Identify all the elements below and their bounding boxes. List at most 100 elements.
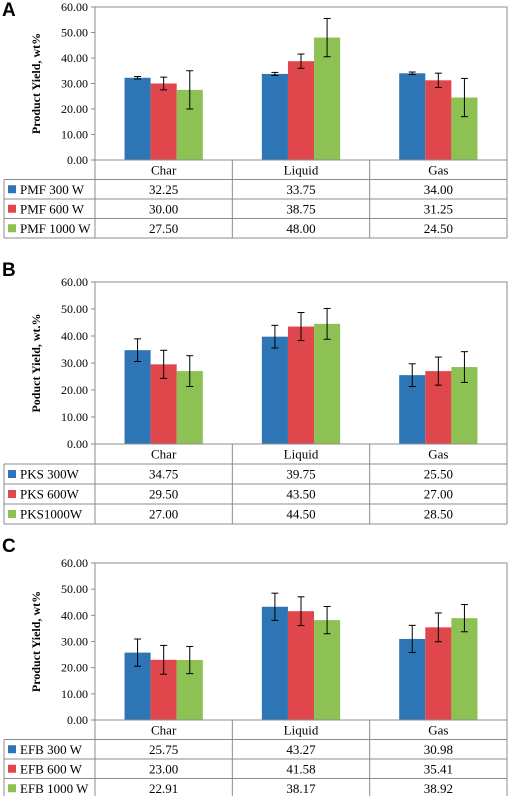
chart-panel-c: C 0.00 10.00 20.00 30.00 40.00 50.00 60.00 Prod…	[0, 536, 512, 799]
y-tick-label: 30.00	[61, 635, 88, 649]
y-axis-label: Product Yield, wt%	[29, 591, 43, 692]
y-tick-label: 40.00	[61, 608, 88, 622]
category-label: Gas	[428, 447, 448, 462]
category-label: Gas	[428, 162, 448, 177]
legend-swatch	[8, 470, 16, 478]
bar	[314, 323, 341, 444]
y-tick-label: 50.00	[61, 582, 88, 596]
bar	[314, 620, 341, 720]
legend-swatch	[8, 745, 16, 754]
legend-swatch	[8, 185, 16, 194]
bar	[261, 606, 288, 720]
data-label: 38.75	[286, 201, 315, 216]
bar	[425, 627, 452, 720]
category-label: Gas	[428, 722, 448, 737]
data-label: 32.25	[149, 182, 178, 197]
data-label: 28.50	[424, 507, 453, 522]
data-label: 48.00	[286, 221, 315, 236]
legend-entry: EFB 300 W	[20, 742, 83, 757]
legend-swatch	[8, 224, 16, 233]
bar	[124, 77, 151, 160]
data-label: 30.00	[149, 201, 178, 216]
y-tick-label: 0.00	[67, 153, 88, 167]
category-label: Char	[151, 162, 177, 177]
data-label: 35.41	[424, 761, 453, 776]
legend-swatch	[8, 204, 16, 213]
chart-panel-b: B 0.00 10.00 20.00 30.00 40.00 50.00 60.00 Podu…	[0, 260, 512, 530]
y-tick-label: 60.00	[61, 0, 88, 14]
y-tick-label: 50.00	[61, 26, 88, 40]
legend-entry: PMF 300 W	[20, 182, 85, 197]
y-tick-label: 10.00	[61, 128, 88, 142]
bar	[287, 61, 315, 160]
panel-label: B	[2, 260, 16, 281]
data-label: 43.50	[286, 487, 315, 502]
y-tick-label: 10.00	[61, 410, 88, 424]
y-tick-label: 60.00	[61, 275, 88, 289]
bar	[287, 326, 315, 444]
bar	[124, 350, 151, 444]
data-label: 30.98	[424, 742, 453, 757]
bar	[261, 73, 288, 160]
bar	[425, 80, 452, 160]
y-tick-label: 0.00	[67, 713, 88, 727]
legend-entry: EFB 600 W	[20, 761, 83, 776]
data-label: 34.75	[149, 467, 178, 482]
y-tick-label: 30.00	[61, 77, 88, 91]
chart-panel-a: A 0.00 10.00 20.00 30.00 40.00 50.00 60.00 Prod…	[0, 0, 512, 264]
data-label: 22.91	[149, 781, 178, 796]
legend-entry: PKS1000W	[20, 507, 83, 522]
y-tick-label: 60.00	[61, 556, 88, 570]
legend-entry: EFB 1000 W	[20, 781, 89, 796]
data-label: 27.50	[149, 221, 178, 236]
y-axis-label: Product Yield, wt%	[29, 33, 43, 134]
legend-swatch	[8, 510, 16, 518]
data-label: 33.75	[286, 182, 315, 197]
data-label: 25.75	[149, 742, 178, 757]
data-label: 43.27	[286, 742, 316, 757]
chart-svg: 0.00 10.00 20.00 30.00 40.00 50.00 60.00 Poduct…	[3, 275, 508, 525]
y-tick-label: 0.00	[67, 437, 88, 451]
data-label: 31.25	[424, 201, 453, 216]
y-tick-label: 30.00	[61, 356, 88, 370]
y-tick-label: 20.00	[61, 383, 88, 397]
category-label: Liquid	[284, 722, 319, 737]
data-label: 27.00	[149, 507, 178, 522]
chart-svg: 0.00 10.00 20.00 30.00 40.00 50.00 60.00 Produc…	[3, 0, 508, 239]
data-label: 38.17	[286, 781, 316, 796]
legend-swatch	[8, 784, 16, 793]
data-label: 25.50	[424, 467, 453, 482]
category-label: Liquid	[284, 162, 319, 177]
bar	[150, 83, 177, 160]
panel-label: A	[2, 0, 16, 21]
data-label: 39.75	[286, 467, 315, 482]
y-tick-label: 20.00	[61, 102, 88, 116]
y-tick-label: 50.00	[61, 302, 88, 316]
y-tick-label: 40.00	[61, 329, 88, 343]
data-label: 34.00	[424, 182, 453, 197]
data-label: 44.50	[286, 507, 315, 522]
y-tick-label: 40.00	[61, 51, 88, 65]
chart-svg: 0.00 10.00 20.00 30.00 40.00 50.00 60.00 Produc…	[3, 556, 508, 799]
category-label: Char	[151, 447, 177, 462]
y-tick-label: 10.00	[61, 687, 88, 701]
bar	[261, 336, 288, 444]
data-label: 38.92	[424, 781, 453, 796]
y-axis-label: Poduct Yield, wt.%	[29, 313, 43, 412]
bar	[451, 618, 478, 720]
y-tick-label: 20.00	[61, 661, 88, 675]
legend-entry: PKS 300W	[20, 467, 80, 482]
legend-entry: PMF 600 W	[20, 201, 85, 216]
legend-entry: PKS 600W	[20, 487, 80, 502]
data-label: 23.00	[149, 761, 178, 776]
category-label: Char	[151, 722, 177, 737]
data-label: 41.58	[286, 761, 315, 776]
bar	[399, 73, 426, 160]
data-label: 27.00	[424, 487, 453, 502]
panel-label: C	[2, 536, 16, 557]
legend-swatch	[8, 490, 16, 498]
data-label: 24.50	[424, 221, 453, 236]
legend-swatch	[8, 764, 16, 773]
bar	[287, 611, 315, 720]
category-label: Liquid	[284, 447, 319, 462]
